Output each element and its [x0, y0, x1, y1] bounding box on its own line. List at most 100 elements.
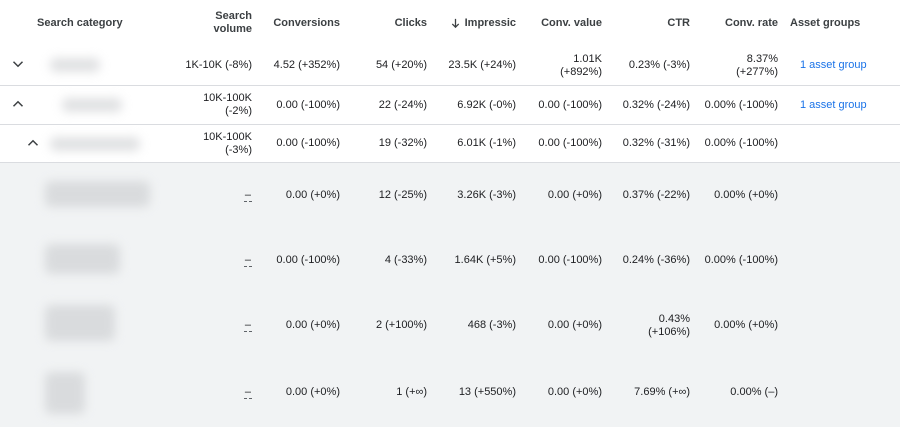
cell-value: 0.00 (+0%)	[547, 386, 602, 398]
cell-value: 8.37% (+277%)	[736, 52, 778, 78]
cell-value: 1 (+∞)	[396, 386, 427, 398]
search-volume: –	[160, 293, 252, 358]
ctr: 0.43% (+106%)	[607, 293, 690, 358]
cell-value: 0.00% (-100%)	[704, 254, 778, 266]
cell-value: 1 asset group	[800, 59, 867, 71]
header-conv-rate-label: Conv. rate	[725, 16, 778, 29]
ctr: 0.32% (-31%)	[607, 125, 690, 162]
ctr: 7.69% (+∞)	[607, 358, 690, 427]
search-volume: 1K-10K (-8%)	[160, 46, 252, 85]
impressions: 23.5K (+24%)	[432, 46, 516, 85]
cell-value: 0.00 (-100%)	[538, 254, 602, 266]
conv-rate: 0.00% (–)	[695, 358, 778, 427]
cell-value: 6.01K (-1%)	[457, 137, 516, 149]
cell-value: –	[243, 318, 252, 332]
cell-value: 0.00% (+0%)	[714, 189, 778, 201]
cell-value: 4.52 (+352%)	[273, 59, 340, 71]
blurred-category-name	[45, 305, 115, 341]
table-row: 1K-10K (-8%) 4.52 (+352%) 54 (+20%) 23.5…	[0, 46, 900, 86]
cell-value: 4 (-33%)	[384, 254, 427, 266]
ctr: 0.24% (-36%)	[607, 228, 690, 293]
clicks: 22 (-24%)	[345, 86, 427, 124]
conv-rate: 0.00% (+0%)	[695, 293, 778, 358]
header-conv-value-label: Conv. value	[541, 16, 602, 29]
blurred-category-name	[62, 98, 122, 112]
clicks: 54 (+20%)	[345, 46, 427, 85]
cell-value: 1.01K (+892%)	[560, 52, 602, 78]
cell-value: 0.00% (–)	[730, 386, 778, 398]
arrow-down-icon	[450, 18, 461, 29]
table-row: 10K-100K (-2%) 0.00 (-100%) 22 (-24%) 6.…	[0, 86, 900, 125]
search-volume: –	[160, 163, 252, 228]
ctr: 0.32% (-24%)	[607, 86, 690, 124]
header-conv-value[interactable]: Conv. value	[520, 0, 602, 46]
cell-value: –	[243, 385, 252, 399]
header-search-volume[interactable]: Search volume	[160, 0, 252, 46]
header-search-category-label: Search category	[37, 16, 123, 29]
search-volume: –	[160, 358, 252, 427]
conv-value: 0.00 (-100%)	[520, 125, 602, 162]
header-ctr[interactable]: CTR	[607, 0, 690, 46]
cell-value: 0.00 (+0%)	[285, 189, 340, 201]
conv-value: 0.00 (-100%)	[520, 228, 602, 293]
conversions: 0.00 (+0%)	[258, 163, 340, 228]
cell-value: –	[243, 188, 252, 202]
cell-value: 0.00 (+0%)	[285, 319, 340, 331]
chevron-down-icon[interactable]	[9, 55, 27, 73]
cell-value: 0.00 (+0%)	[547, 319, 602, 331]
blurred-category-name	[45, 181, 150, 207]
blurred-category-name	[50, 58, 100, 72]
header-clicks[interactable]: Clicks	[345, 0, 427, 46]
clicks: 4 (-33%)	[345, 228, 427, 293]
cell-value: 10K-100K (-2%)	[203, 92, 252, 117]
cell-value: 19 (-32%)	[378, 137, 427, 149]
header-asset-groups[interactable]: Asset groups	[790, 0, 900, 46]
asset-groups-link[interactable]: 1 asset group	[790, 86, 900, 124]
cell-value: 0.24% (-36%)	[622, 254, 690, 266]
cell-value: 0.00 (+0%)	[547, 189, 602, 201]
cell-value: 0.00 (-100%)	[538, 98, 602, 111]
clicks: 12 (-25%)	[345, 163, 427, 228]
cell-value: 0.00 (-100%)	[276, 137, 340, 149]
chevron-up-icon[interactable]	[9, 95, 27, 113]
header-search-category[interactable]: Search category	[0, 0, 160, 46]
cell-value: –	[243, 253, 252, 267]
cell-value: 12 (-25%)	[378, 189, 427, 201]
search-volume: –	[160, 228, 252, 293]
cell-value: 0.00% (-100%)	[704, 137, 778, 149]
conv-rate: 0.00% (+0%)	[695, 163, 778, 228]
cell-value: 23.5K (+24%)	[448, 59, 516, 71]
cell-value: 10K-100K (-3%)	[203, 130, 252, 156]
header-impressions[interactable]: Impressic	[432, 0, 516, 46]
search-volume: 10K-100K (-2%)	[160, 86, 252, 124]
conversions: 0.00 (-100%)	[258, 86, 340, 124]
cell-value: 0.37% (-22%)	[622, 189, 690, 201]
cell-value: 0.00 (+0%)	[285, 386, 340, 398]
conv-rate: 0.00% (-100%)	[695, 125, 778, 162]
cell-value: 6.92K (-0%)	[457, 98, 516, 111]
chevron-up-icon[interactable]	[24, 134, 42, 152]
cell-value: 54 (+20%)	[375, 59, 427, 71]
conv-value: 0.00 (+0%)	[520, 163, 602, 228]
asset-groups-link[interactable]: 1 asset group	[790, 46, 900, 85]
search-volume: 10K-100K (-3%)	[160, 125, 252, 162]
ctr: 0.23% (-3%)	[607, 46, 690, 85]
cell-value: 0.00% (+0%)	[714, 319, 778, 331]
conversions: 0.00 (-100%)	[258, 228, 340, 293]
cell-value: 3.26K (-3%)	[457, 189, 516, 201]
header-search-volume-label: Search volume	[213, 10, 252, 35]
conv-rate: 8.37% (+277%)	[695, 46, 778, 85]
header-conv-rate[interactable]: Conv. rate	[695, 0, 778, 46]
cell-value: 1 asset group	[800, 98, 867, 111]
cell-value: 1.64K (+5%)	[454, 254, 516, 266]
cell-value: 2 (+100%)	[375, 319, 427, 331]
header-conversions[interactable]: Conversions	[258, 0, 340, 46]
impressions: 468 (-3%)	[432, 293, 516, 358]
cell-value: 1K-10K (-8%)	[185, 59, 252, 71]
table-row: 10K-100K (-3%) 0.00 (-100%) 19 (-32%) 6.…	[0, 125, 900, 163]
conv-value: 0.00 (-100%)	[520, 86, 602, 124]
cell-value: 0.43% (+106%)	[648, 312, 690, 338]
header-conversions-label: Conversions	[273, 16, 340, 29]
cell-value: 22 (-24%)	[378, 98, 427, 111]
